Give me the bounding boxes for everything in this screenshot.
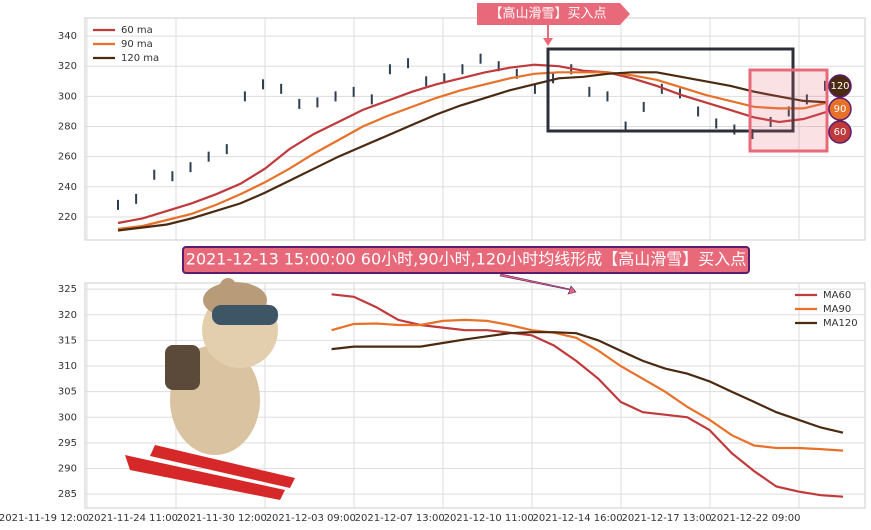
legend-label: MA90 (823, 304, 851, 315)
y-tick-label: 240 (58, 182, 77, 193)
badge-label: 120 (830, 81, 849, 92)
y-tick-label: 290 (58, 464, 77, 475)
y-tick-label: 320 (58, 61, 77, 72)
marks: 220 240 260 280 300 320 340 60 ma 90 ma 120 ma 285… (0, 25, 865, 524)
legend-label: MA120 (823, 318, 858, 329)
x-tick-label: 2021-11-24 11:00 (88, 513, 178, 524)
legend-label: 90 ma (121, 39, 153, 50)
badge (828, 120, 852, 144)
candle (443, 73, 446, 84)
candle (624, 121, 627, 132)
candle (280, 83, 283, 94)
candle (697, 106, 700, 117)
candle (334, 91, 337, 102)
ma-line (117, 71, 829, 231)
plot-frame (84, 17, 866, 241)
candle (425, 76, 428, 87)
candle (515, 68, 518, 79)
annotation-banner (182, 246, 750, 274)
y-tick-label: 220 (58, 212, 77, 223)
x-tick-label: 2021-11-19 12:00 (0, 513, 89, 524)
candle (352, 86, 355, 97)
arrow-head (543, 38, 553, 46)
y-tick-label: 285 (58, 489, 77, 500)
badge (828, 74, 852, 98)
ma-line (117, 71, 829, 232)
candle (588, 86, 591, 97)
annotation: 2021-12-13 15:00:00 60小时,90小时,120小时均线形成【… (186, 250, 746, 269)
candle (461, 64, 464, 75)
legend-label: 60 ma (121, 25, 153, 36)
x-tick-label: 2021-12-17 13:00 (621, 513, 711, 524)
candle (824, 80, 826, 91)
candle (207, 151, 210, 162)
candle (189, 162, 192, 173)
y-tick-label: 315 (58, 335, 77, 346)
x-tick-label: 2021-12-03 09:00 (266, 513, 356, 524)
y-tick-label: 280 (58, 122, 77, 133)
ma-line (117, 63, 829, 225)
badge (828, 97, 852, 121)
candle (171, 171, 174, 182)
x-tick-label: 2021-11-30 12:00 (177, 513, 267, 524)
candle (135, 193, 138, 204)
x-tick-label: 2021-12-14 16:00 (533, 513, 623, 524)
candle (370, 94, 373, 105)
candle (769, 116, 772, 127)
y-tick-label: 295 (58, 438, 77, 449)
badge-label: 90 (834, 104, 847, 115)
annotation-banner (477, 3, 630, 25)
candle (552, 73, 555, 84)
badges: 120 90 60 (828, 74, 852, 144)
x-tick-label: 2021-12-07 13:00 (355, 513, 445, 524)
candle (298, 98, 301, 109)
candle (117, 199, 119, 210)
highlight-box (546, 47, 795, 133)
arrow (499, 273, 577, 295)
y-tick-label: 305 (58, 387, 77, 398)
y-tick-label: 325 (58, 284, 77, 295)
candle (787, 106, 790, 117)
candle (479, 53, 482, 64)
vertical-grid (86, 18, 800, 508)
y-tick-label: 300 (58, 91, 77, 102)
y-tick-label: 310 (58, 361, 77, 372)
candle (715, 118, 718, 129)
x-tick-label: 2021-12-22 09:00 (710, 513, 800, 524)
candle (316, 97, 319, 108)
y-tick-label: 300 (58, 412, 77, 423)
y-tick-label: 260 (58, 152, 77, 163)
x-tick-label: 2021-12-10 11:00 (444, 513, 534, 524)
candle (805, 94, 808, 105)
legend-label: MA60 (823, 290, 851, 301)
y-tick-label: 320 (58, 310, 77, 321)
candle (497, 61, 500, 72)
candle (407, 58, 410, 69)
candle (751, 129, 754, 140)
ma-line (331, 331, 844, 434)
candle (642, 101, 645, 112)
candle (243, 91, 246, 102)
candle (533, 83, 536, 94)
candle (225, 144, 228, 155)
candle (153, 169, 156, 180)
ma-line (331, 318, 844, 452)
badge-label: 60 (834, 127, 847, 138)
candle (262, 79, 265, 90)
plot-frame (84, 282, 866, 509)
candle (388, 64, 391, 75)
candle (606, 91, 609, 102)
legend-label: 120 ma (121, 53, 159, 64)
mascot (125, 278, 295, 500)
annotation: 【高山滑雪】买入点 (489, 6, 606, 22)
y-tick-label: 340 (58, 31, 77, 42)
highlight-box (748, 68, 829, 153)
